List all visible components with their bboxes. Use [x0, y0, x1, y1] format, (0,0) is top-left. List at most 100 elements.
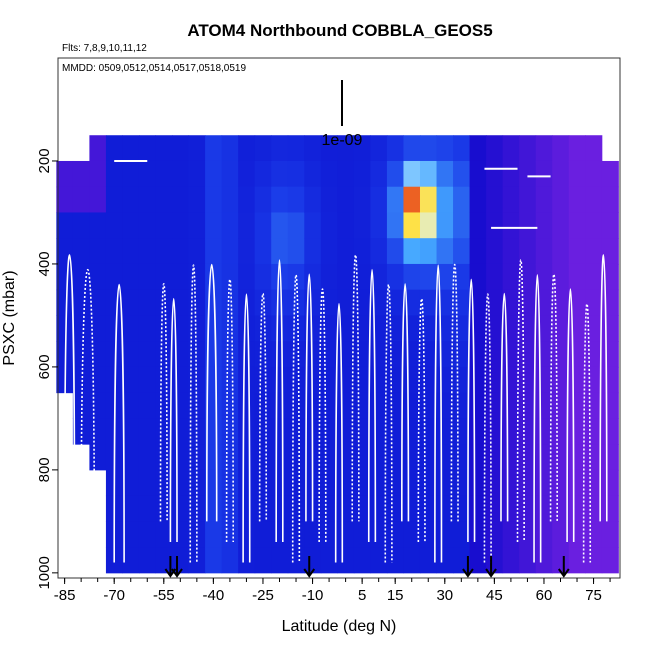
heatmap-cell: [320, 186, 338, 213]
heatmap-cell: [386, 135, 404, 162]
heatmap-cell: [519, 469, 537, 497]
heatmap-cell: [337, 366, 355, 394]
x-axis-label: Latitude (deg N): [282, 618, 397, 635]
heatmap-cell: [271, 469, 289, 497]
heatmap-cell: [172, 160, 190, 188]
heatmap-cell: [122, 289, 140, 316]
heatmap-cell: [601, 212, 619, 239]
heatmap-cell: [419, 238, 438, 265]
heatmap-cell: [453, 212, 471, 239]
heatmap-cell: [320, 366, 338, 394]
heatmap-cell: [601, 341, 619, 368]
heatmap-cell: [221, 289, 239, 316]
heatmap-cell: [502, 315, 520, 342]
heatmap-cell: [56, 315, 74, 342]
heatmap-cell: [56, 263, 74, 291]
x-tick-label: 5: [358, 587, 366, 604]
heatmap-cell: [138, 238, 157, 265]
heatmap-cell: [585, 315, 603, 342]
heatmap-cell: [353, 495, 371, 522]
flight-profile: [80, 268, 96, 542]
heatmap-cell: [238, 444, 256, 471]
heatmap-cell: [469, 186, 487, 213]
heatmap-cell: [205, 392, 223, 419]
heatmap-cell: [453, 495, 471, 522]
heatmap-cell: [254, 160, 272, 188]
heatmap-cell: [287, 495, 305, 522]
heatmap-cell: [403, 186, 421, 213]
heatmap-cell: [221, 547, 239, 574]
heatmap-cell: [188, 392, 206, 419]
heatmap-cell: [105, 160, 123, 188]
heatmap-cell: [72, 392, 90, 419]
heatmap-cell: [205, 186, 223, 213]
heatmap-cell: [502, 186, 520, 213]
heatmap-cell: [519, 186, 537, 213]
heatmap-cell: [304, 212, 322, 239]
heatmap-cell: [585, 263, 603, 291]
heatmap-cell: [568, 392, 586, 419]
heatmap-cell: [122, 469, 140, 497]
heatmap-cell: [89, 263, 107, 291]
heatmap-cell: [271, 418, 289, 445]
flight-profile: [291, 274, 301, 563]
heatmap-cell: [436, 135, 454, 162]
heatmap-cell: [436, 341, 454, 368]
heatmap-cell: [287, 289, 305, 316]
heatmap-cell: [403, 212, 421, 239]
heatmap-cell: [320, 238, 338, 265]
heatmap-cell: [486, 160, 504, 188]
heatmap-cell: [453, 521, 471, 548]
heatmap-cell: [469, 212, 487, 239]
flight-profile: [63, 254, 76, 522]
heatmap-cell: [287, 315, 305, 342]
heatmap-cell: [502, 289, 520, 316]
heatmap-cell: [337, 186, 355, 213]
heatmap-cell: [436, 289, 454, 316]
heatmap-cell: [552, 341, 570, 368]
flight-profile: [566, 288, 575, 542]
heatmap-cell: [601, 186, 619, 213]
heatmap-cell: [304, 160, 322, 188]
heatmap-cell: [205, 521, 223, 548]
heatmap-cell: [370, 341, 388, 368]
heatmap-cell: [238, 186, 256, 213]
x-tick-label: -40: [203, 587, 225, 604]
heatmap-cell: [436, 315, 454, 342]
heatmap-cell: [89, 289, 107, 316]
plot-frame: [57, 57, 621, 579]
heatmap-cell: [254, 547, 272, 574]
heatmap-cell: [172, 315, 190, 342]
heatmap-cell: [138, 186, 157, 213]
heatmap-cell: [337, 263, 355, 291]
heatmap-cell: [304, 315, 322, 342]
heatmap-cell: [221, 366, 239, 394]
heatmap-cell: [105, 212, 123, 239]
heatmap-cell: [56, 212, 74, 239]
heatmap-cell: [221, 392, 239, 419]
heatmap-cell: [205, 444, 223, 471]
flight-profile: [434, 264, 443, 563]
heatmap-cell: [370, 186, 388, 213]
y-tick-label: 800: [36, 457, 53, 482]
heatmap-cell: [254, 418, 272, 445]
heatmap-cell: [436, 366, 454, 394]
heatmap-cell: [419, 366, 438, 394]
heatmap-cell: [72, 418, 90, 445]
heatmap-cell: [353, 444, 371, 471]
flight-profile: [305, 273, 314, 522]
heatmap-cell: [353, 160, 371, 188]
heatmap-cell: [138, 160, 157, 188]
heatmap-cell: [436, 186, 454, 213]
heatmap-cell: [221, 186, 239, 213]
heatmap-cell: [138, 521, 157, 548]
heatmap-cell: [585, 238, 603, 265]
heatmap-cell: [89, 315, 107, 342]
heatmap-cell: [138, 212, 157, 239]
heatmap-cell: [172, 366, 190, 394]
heatmap-cell: [585, 160, 603, 188]
heatmap-cell: [287, 444, 305, 471]
flight-profile: [275, 259, 284, 542]
heatmap-cell: [403, 315, 421, 342]
heatmap-cell: [271, 186, 289, 213]
